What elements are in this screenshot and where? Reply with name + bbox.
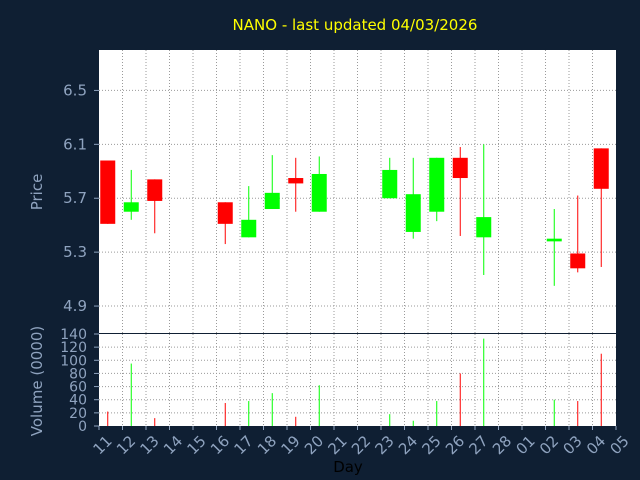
candle-body [241, 219, 257, 238]
candle-body [429, 157, 445, 212]
volume-grid [99, 334, 616, 426]
price-y-tick-label: 6.5 [63, 81, 87, 99]
candle-body [147, 179, 163, 201]
volume-y-tick-label: 100 [60, 353, 87, 369]
candle-body [217, 202, 233, 224]
price-y-tick-label: 5.7 [63, 189, 87, 207]
volume-series [107, 338, 602, 426]
candle-body [288, 178, 304, 184]
volume-y-tick-label: 80 [69, 366, 87, 382]
price-y-axis: 4.9 5.3 5.7 6.1 6.5 [63, 81, 99, 315]
volume-y-tick-label: 20 [69, 406, 87, 422]
price-y-tick-label: 4.9 [63, 297, 87, 315]
candle-body [100, 160, 116, 224]
candlestick-series [100, 144, 609, 286]
candle-body [382, 169, 398, 199]
candle-body [405, 194, 421, 232]
candle-body [264, 192, 280, 210]
price-axis-label: Price [28, 174, 46, 211]
candle-body [476, 217, 492, 238]
candle-body [570, 253, 586, 269]
price-y-tick-label: 6.1 [63, 135, 87, 153]
x-axis-label: Day [333, 458, 363, 476]
candle-body [452, 157, 468, 179]
candle-body [593, 148, 609, 189]
volume-y-tick-label: 140 [60, 327, 87, 343]
volume-y-tick-label: 0 [78, 419, 87, 435]
price-grid [99, 50, 616, 333]
candle-body [311, 173, 327, 212]
price-y-tick-label: 5.3 [63, 243, 87, 261]
volume-y-tick-label: 120 [60, 340, 87, 356]
volume-axis-label: Volume (0000) [28, 326, 46, 436]
volume-y-tick-label: 40 [69, 393, 87, 409]
volume-y-tick-label: 60 [69, 380, 87, 396]
candle-body [546, 238, 562, 242]
candle-body [123, 202, 139, 212]
chart-title: NANO - last updated 04/03/2026 [233, 16, 478, 34]
